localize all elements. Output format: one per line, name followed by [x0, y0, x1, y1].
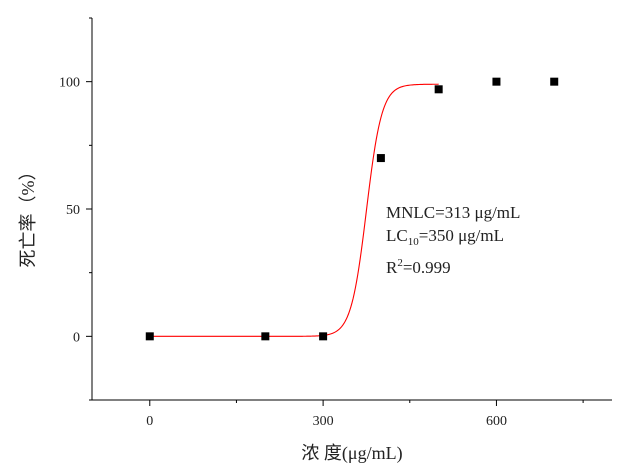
x-tick-label: 600 — [486, 414, 507, 429]
annotation-r-sup: 2 — [397, 257, 403, 269]
annotation-block: MNLC=313 μg/mL LC10=350 μg/mL R2=0.999 — [386, 203, 520, 277]
data-point — [145, 332, 154, 341]
x-axis-title: 浓 度(μg/mL) — [301, 443, 402, 464]
data-point — [550, 77, 559, 86]
data-point — [376, 154, 385, 163]
data-point — [434, 85, 443, 94]
annotation-r-prefix: R — [386, 258, 398, 277]
data-point — [261, 332, 270, 341]
fit-curve — [149, 83, 439, 337]
y-axis-title: 死亡率（%） — [18, 163, 38, 268]
ticks: 0 300 600 0 50 100 — [59, 17, 584, 429]
annotation-mnlc: MNLC=313 μg/mL — [386, 203, 520, 222]
y-tick-label: 100 — [59, 76, 80, 91]
data-point — [319, 332, 328, 341]
y-tick-label: 0 — [73, 330, 80, 345]
annotation-lc-prefix: LC — [386, 226, 408, 245]
x-tick-label: 300 — [313, 414, 334, 429]
annotation-lc10: LC10=350 μg/mL — [386, 226, 504, 248]
data-points — [145, 77, 559, 341]
annotation-r-value: =0.999 — [403, 258, 451, 277]
x-tick-label: 0 — [146, 414, 153, 429]
annotation-lc-value: =350 μg/mL — [419, 226, 504, 245]
annotation-r2: R2=0.999 — [386, 257, 451, 277]
annotation-lc-sub: 10 — [408, 236, 420, 248]
data-point — [492, 77, 501, 86]
y-tick-label: 50 — [66, 203, 80, 218]
axes — [91, 18, 612, 401]
